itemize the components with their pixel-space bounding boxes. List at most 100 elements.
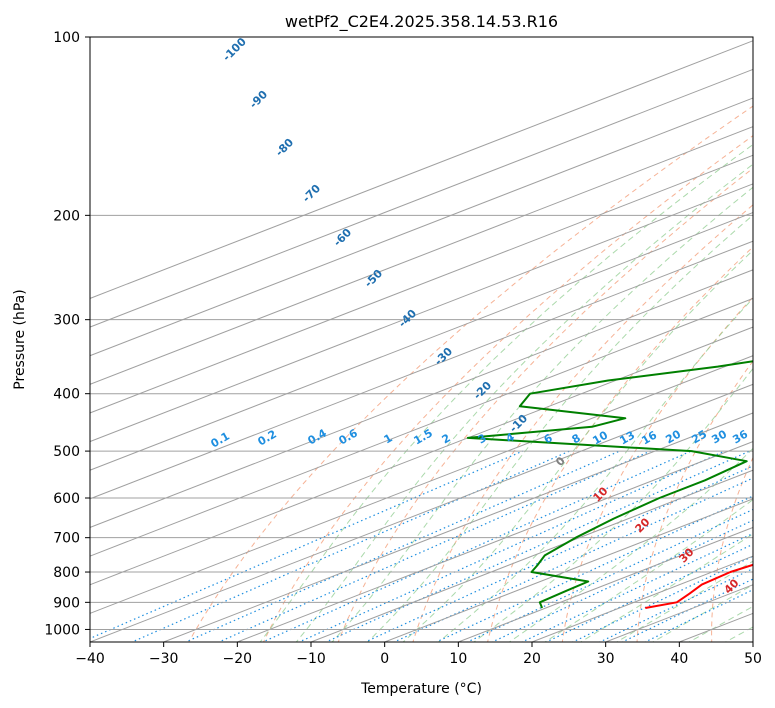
isotherm — [90, 40, 753, 299]
x-tick-label: 50 — [744, 651, 762, 667]
moist-adiabat — [259, 143, 753, 642]
dry-adiabat-label: -40 — [396, 307, 419, 330]
isotherm — [310, 469, 753, 642]
x-tick-label: −30 — [149, 651, 179, 667]
x-tick-label: −10 — [296, 651, 326, 667]
y-tick-label: 1000 — [44, 622, 80, 638]
x-tick-label: 0 — [380, 651, 389, 667]
isotherm — [90, 68, 753, 328]
moist-adiabat — [366, 214, 753, 642]
x-axis-label: Temperature (°C) — [360, 681, 482, 697]
moist-adiabat — [331, 186, 753, 642]
mixing-ratio-line — [184, 450, 620, 642]
y-tick-label: 800 — [53, 565, 80, 581]
dry-adiabat-label: -90 — [247, 88, 270, 111]
dry-adiabat — [636, 360, 753, 642]
x-tick-label: 10 — [449, 651, 467, 667]
mixing-ratio-line — [520, 532, 753, 642]
dry-adiabat-label: -20 — [471, 379, 494, 402]
y-tick-label: 500 — [53, 444, 80, 460]
y-tick-label: 700 — [53, 531, 80, 547]
mixing-ratio-line — [598, 567, 753, 642]
moist-adiabat-label: 20 — [633, 515, 653, 535]
mixing-ratio-label: 0.6 — [337, 426, 361, 447]
isotherm — [90, 297, 753, 557]
dry-adiabat — [262, 135, 753, 642]
x-tick-label: −20 — [223, 651, 253, 667]
x-tick-label: 30 — [597, 651, 615, 667]
isotherm — [752, 641, 753, 642]
isotherm — [458, 526, 753, 642]
isotherm — [90, 154, 753, 414]
isotherm — [90, 355, 753, 614]
y-tick-label: 200 — [53, 208, 80, 224]
isotherm — [90, 269, 753, 529]
mixing-ratio-label: 30 — [709, 427, 729, 446]
x-tick-label: 40 — [670, 651, 688, 667]
dry-adiabat-label: -100 — [220, 35, 249, 64]
mixing-ratio-line — [643, 589, 753, 642]
plot-frame — [89, 36, 754, 643]
mixing-ratio-label: 0.1 — [209, 429, 232, 450]
moist-adiabat-label: 0 — [553, 454, 568, 469]
isotherm — [679, 612, 753, 642]
isotherm — [90, 326, 753, 586]
mixing-ratio-line — [544, 543, 753, 642]
y-axis-label: Pressure (hPa) — [12, 289, 28, 389]
moist-adiabat — [615, 560, 753, 642]
mixing-ratio-line — [90, 450, 523, 640]
moist-adiabat — [724, 626, 753, 642]
dry-adiabat-label: -50 — [362, 267, 385, 290]
mixing-ratio-line — [363, 465, 753, 642]
y-tick-label: 900 — [53, 595, 80, 611]
mixing-ratio-label: 16 — [639, 428, 659, 447]
chart-title: wetPf2_C2E4.2025.358.14.53.R16 — [285, 12, 558, 32]
line-labels: -100-90-80-70-60-50-40-30-20-100.1 0.2 0.4… — [209, 35, 751, 597]
dry-adiabat-label: -80 — [273, 136, 296, 159]
dry-adiabat-label: -60 — [331, 226, 354, 249]
isotherm — [90, 240, 753, 500]
y-tick-label: 100 — [53, 30, 80, 46]
moist-adiabat — [437, 297, 753, 642]
y-tick-label: 300 — [53, 313, 80, 329]
dewpoint-line — [466, 360, 753, 609]
mixing-ratio-line — [130, 450, 570, 642]
dry-adiabat — [561, 296, 753, 642]
temperature-line — [645, 563, 753, 609]
mixing-ratio-line — [392, 477, 753, 642]
isotherm — [90, 126, 753, 385]
dry-adiabat — [412, 204, 753, 642]
isotherm — [90, 383, 753, 642]
x-tick-label: −40 — [75, 651, 105, 667]
x-tick-label: 20 — [523, 651, 541, 667]
isotherm — [90, 183, 753, 443]
mixing-ratio-label: 13 — [617, 429, 637, 448]
moist-adiabat — [473, 367, 753, 642]
moist-adiabat — [688, 605, 753, 642]
mixing-ratio-label: 0.4 — [306, 426, 330, 447]
dry-adiabat-label: -70 — [300, 182, 323, 205]
mixing-ratio-line — [571, 555, 753, 642]
moist-adiabat-label: 30 — [677, 545, 697, 565]
mixing-ratio-line — [620, 578, 753, 642]
moist-adiabat — [544, 498, 753, 642]
axes: −40 −30 −20 −10 0 10 20 30 40 5010020030040050060… — [44, 30, 762, 667]
isotherm — [90, 211, 753, 471]
mixing-ratio-label: 1 — [382, 431, 395, 446]
sounding-lines — [466, 360, 753, 609]
isotherm — [384, 498, 753, 642]
y-tick-label: 400 — [53, 387, 80, 403]
moist-adiabat — [579, 533, 753, 642]
mixing-ratio-line — [217, 450, 651, 642]
isotherm — [163, 412, 753, 642]
moist-adiabat-label: 40 — [722, 576, 742, 596]
moist-adiabat-label: 10 — [591, 484, 611, 504]
mixing-ratio-label: 0.2 — [256, 427, 279, 448]
y-tick-label: 600 — [53, 491, 80, 507]
isotherm — [90, 97, 753, 357]
mixing-ratio-label: 20 — [663, 427, 683, 446]
isotherm — [237, 441, 753, 642]
background-lines — [90, 37, 753, 642]
